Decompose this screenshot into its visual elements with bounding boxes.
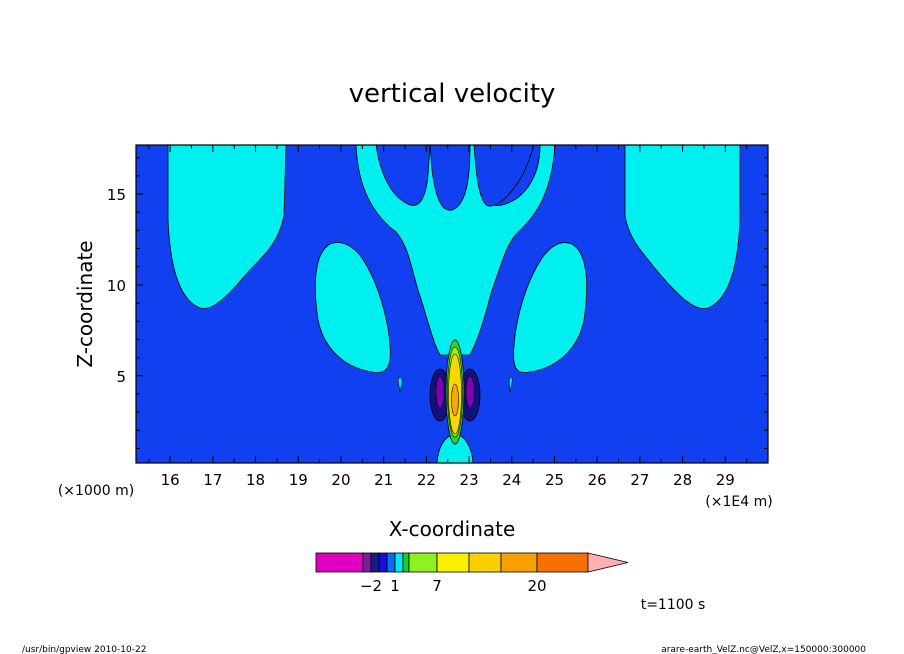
- neg-contour-inner-left: [435, 375, 445, 409]
- x-tick-label: 18: [246, 471, 265, 489]
- x-tick-label: 19: [289, 471, 308, 489]
- colorbar-segment: [436, 552, 470, 573]
- cyan-lobe-left: [314, 242, 391, 374]
- x-tick-label: 16: [161, 471, 180, 489]
- colorbar-segment: [536, 552, 589, 573]
- x-tick-label: 29: [716, 471, 735, 489]
- colorbar-tick-label: 1: [390, 577, 400, 595]
- footer-left: /usr/bin/gpview 2010-10-22: [22, 645, 146, 654]
- y-unit-label: (×1000 m): [58, 483, 134, 499]
- plot-frame: [135, 144, 769, 464]
- colorbar-segment: [315, 552, 364, 573]
- y-tick-label: 10: [107, 277, 126, 295]
- x-tick-label: 21: [374, 471, 393, 489]
- cyan-fleck-right: [508, 376, 513, 393]
- cyan-fleck-left: [397, 376, 403, 393]
- colorbar-segment: [370, 552, 380, 573]
- colorbar-segment: [408, 552, 438, 573]
- plot-area: [135, 144, 769, 464]
- colorbar-tick-label: 7: [432, 577, 442, 595]
- x-tick-label: 22: [417, 471, 436, 489]
- footer-right: arare-earth_VelZ.nc@VelZ,x=150000:300000: [661, 645, 866, 654]
- y-axis-label: Z-coordinate: [73, 240, 97, 367]
- time-label: t=1100 s: [641, 597, 706, 613]
- cyan-region-left: [167, 144, 287, 310]
- colorbar-segment: [500, 552, 538, 573]
- x-axis-label: X-coordinate: [389, 517, 516, 541]
- colorbar-tick-label: −2: [360, 577, 382, 595]
- blue-gap-2: [473, 144, 535, 207]
- chart-title: vertical velocity: [349, 79, 556, 109]
- x-tick-label: 25: [545, 471, 564, 489]
- colorbar-segment: [402, 552, 410, 573]
- y-tick-label: 5: [116, 368, 126, 386]
- blue-gap-1: [375, 144, 431, 206]
- colorbar-segment: [394, 552, 404, 573]
- colorbar-tick-label: 20: [527, 577, 546, 595]
- y-tick-label: 15: [107, 186, 126, 204]
- colorbar-segment: [378, 552, 388, 573]
- x-tick-label: 27: [630, 471, 649, 489]
- x-axis: 16 17 18 19 20 21 22 23 24 25 26 27 28 29: [148, 145, 748, 489]
- cyan-region-right: [624, 144, 741, 310]
- colorbar-segment: [386, 552, 396, 573]
- x-tick-label: 23: [460, 471, 479, 489]
- pos-contour-orange: [451, 383, 459, 417]
- x-tick-label: 26: [588, 471, 607, 489]
- cyan-lobe-right: [513, 242, 588, 374]
- colorbar-segment: [468, 552, 502, 573]
- x-tick-label: 24: [502, 471, 521, 489]
- x-tick-label: 20: [331, 471, 350, 489]
- x-tick-label: 17: [203, 471, 222, 489]
- colorbar-segment: [362, 552, 372, 573]
- neg-contour-inner-right: [465, 375, 475, 409]
- x-unit-label: (×1E4 m): [705, 494, 772, 510]
- colorbar-extend-arrow: [587, 552, 629, 573]
- x-tick-label: 28: [673, 471, 692, 489]
- y-axis: 5 10 15: [107, 157, 768, 449]
- colorbar: −2 1 7 20: [315, 552, 629, 595]
